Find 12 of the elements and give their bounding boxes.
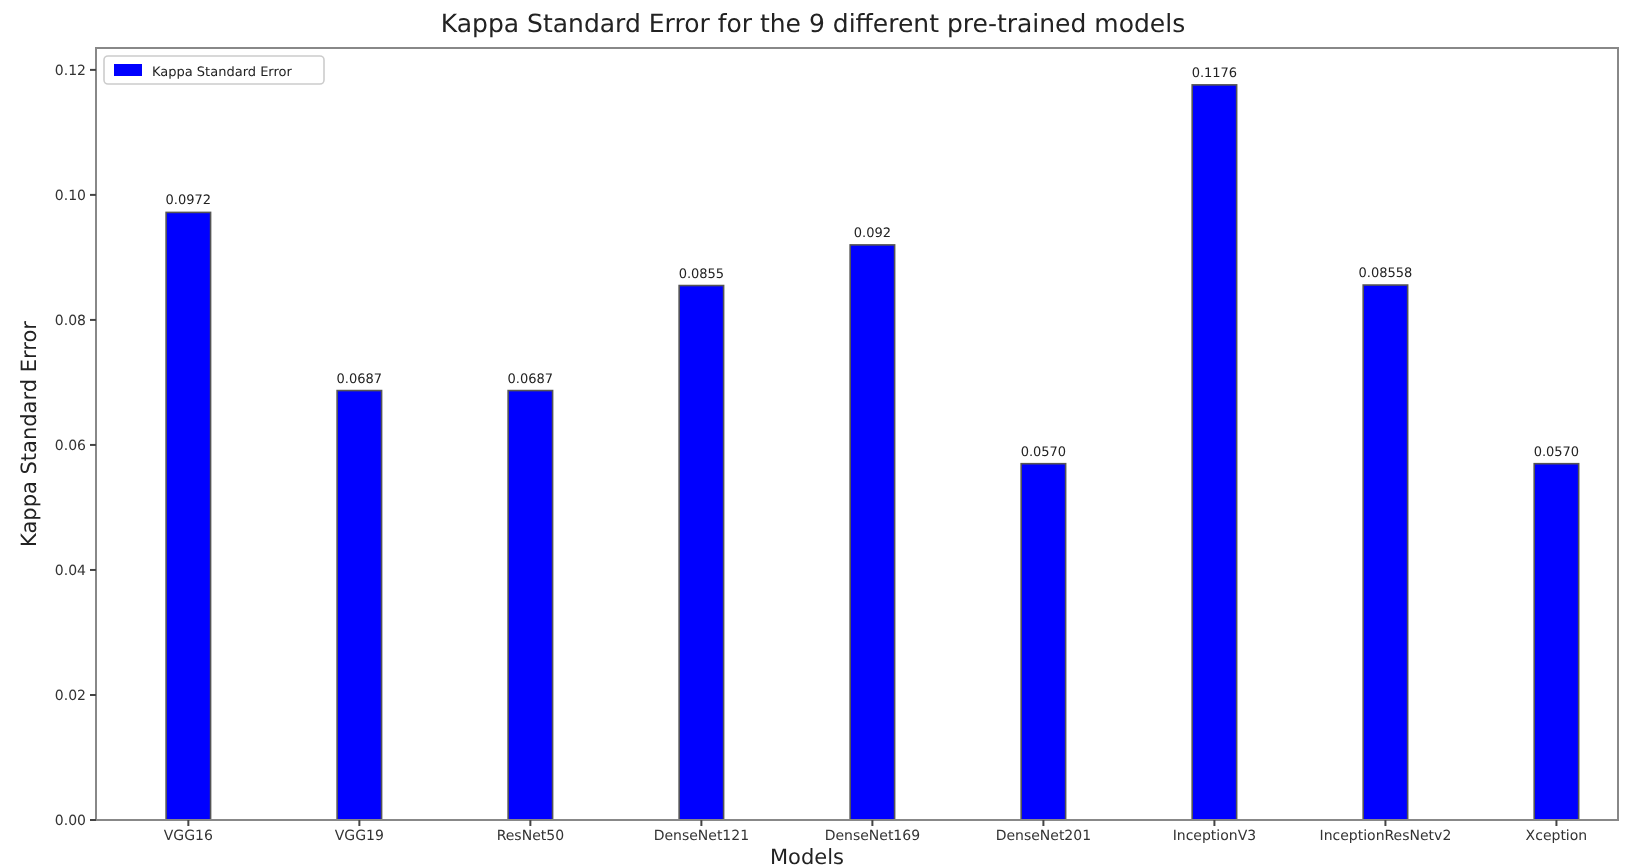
bar bbox=[336, 389, 383, 821]
bar bbox=[1020, 462, 1067, 821]
x-axis-title: Models bbox=[770, 846, 844, 868]
chart-title: Kappa Standard Error for the 9 different pre-trained models bbox=[440, 8, 1186, 38]
bar bbox=[1362, 284, 1409, 821]
bar bbox=[1191, 84, 1238, 821]
bar bbox=[678, 284, 725, 821]
y-axis-title: Kappa Standard Error bbox=[18, 319, 42, 547]
bar bbox=[165, 211, 212, 821]
bar bbox=[849, 244, 896, 821]
bar bbox=[507, 389, 554, 821]
bar bbox=[1533, 462, 1580, 821]
